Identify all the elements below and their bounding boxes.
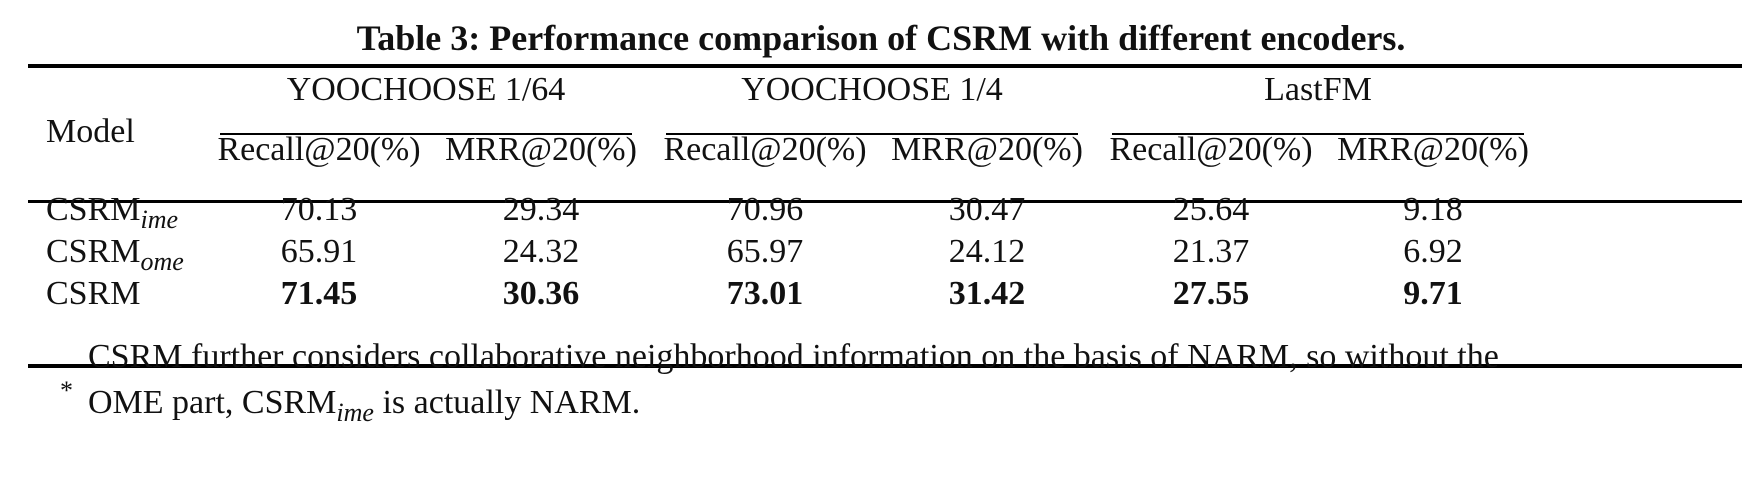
bottom-rule <box>28 364 1742 368</box>
dataset-header-lastfm: LastFM <box>1264 71 1372 108</box>
table-cell: 70.96 <box>726 191 804 228</box>
table-cell-best: 27.55 <box>1172 275 1250 312</box>
table-caption: Table 3: Performance comparison of CSRM … <box>356 18 1406 58</box>
dataset-header-yoochoose-4: YOOCHOOSE 1/4 <box>741 71 1003 108</box>
table-cell-best: 73.01 <box>726 275 804 312</box>
footnote-line2: OME part, CSRMime is actually NARM. <box>88 384 641 427</box>
table-cell: 25.64 <box>1172 191 1250 228</box>
footnote-line1-text: CSRM further considers collaborative nei… <box>88 338 1499 375</box>
row-label-ime: CSRMime <box>46 191 179 234</box>
dataset-header-yoochoose-64: YOOCHOOSE 1/64 <box>286 71 566 108</box>
table-cell-best: 30.36 <box>502 275 580 312</box>
table-cell: 65.91 <box>280 233 358 270</box>
table-cell: 9.18 <box>1403 191 1463 228</box>
table-cell: 24.12 <box>948 233 1026 270</box>
footnote-marker: * <box>60 376 73 405</box>
table-cell: 70.13 <box>280 191 358 228</box>
table-cell: 30.47 <box>948 191 1026 228</box>
metric-header: Recall@20(%) <box>1109 131 1313 168</box>
metric-header: Recall@20(%) <box>217 131 421 168</box>
row-label-csrm: CSRM <box>46 275 141 312</box>
metric-header: MRR@20(%) <box>891 131 1083 168</box>
model-header: Model <box>46 113 135 150</box>
table-cell: 65.97 <box>726 233 804 270</box>
table-cell: 21.37 <box>1172 233 1250 270</box>
table-cell: 24.32 <box>502 233 580 270</box>
table-cell-best: 9.71 <box>1403 275 1463 312</box>
table-cell: 6.92 <box>1403 233 1463 270</box>
dataset-underline-yoochoose-4 <box>666 133 1078 135</box>
top-rule <box>28 64 1742 68</box>
metric-header: MRR@20(%) <box>1337 131 1529 168</box>
dataset-underline-yoochoose-64 <box>220 133 632 135</box>
metric-header: Recall@20(%) <box>663 131 867 168</box>
row-label-ome: CSRMome <box>46 233 184 276</box>
table-cell: 29.34 <box>502 191 580 228</box>
dataset-underline-lastfm <box>1112 133 1524 135</box>
mid-rule <box>28 200 1742 203</box>
table-cell-best: 71.45 <box>280 275 358 312</box>
table-cell-best: 31.42 <box>948 275 1026 312</box>
metric-header: MRR@20(%) <box>445 131 637 168</box>
